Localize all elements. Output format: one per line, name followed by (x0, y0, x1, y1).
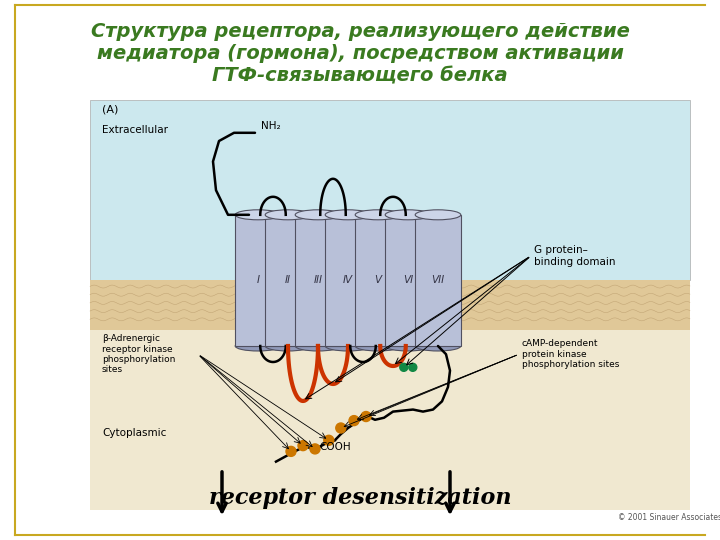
Circle shape (286, 447, 296, 456)
Ellipse shape (325, 210, 371, 220)
Text: III: III (313, 275, 323, 286)
Bar (355, 215, 401, 346)
Bar (295, 215, 341, 346)
Text: COOH: COOH (319, 442, 351, 453)
Text: VII: VII (431, 275, 444, 286)
Circle shape (349, 416, 359, 426)
Text: ГТФ-связывающего белка: ГТФ-связывающего белка (212, 66, 508, 85)
Text: I: I (256, 275, 259, 286)
Ellipse shape (415, 341, 461, 351)
Ellipse shape (295, 341, 341, 351)
Text: VI: VI (403, 275, 413, 286)
Text: Cytoplasmic: Cytoplasmic (102, 428, 166, 438)
Circle shape (409, 363, 417, 372)
Ellipse shape (385, 210, 431, 220)
Bar (265, 215, 311, 346)
Circle shape (324, 435, 334, 445)
Bar (235, 215, 281, 346)
Ellipse shape (235, 210, 281, 220)
Ellipse shape (385, 341, 431, 351)
Ellipse shape (295, 210, 341, 220)
Ellipse shape (415, 210, 461, 220)
Ellipse shape (355, 341, 401, 351)
Ellipse shape (235, 341, 281, 351)
Bar (90, 329, 690, 510)
Text: G protein–
binding domain: G protein– binding domain (534, 245, 616, 267)
Ellipse shape (265, 341, 311, 351)
Text: NH₂: NH₂ (261, 121, 281, 131)
Text: медиатора (гормона), посредством активации: медиатора (гормона), посредством активац… (96, 44, 624, 63)
Text: receptor desensitization: receptor desensitization (209, 487, 511, 509)
Text: V: V (374, 275, 382, 286)
Ellipse shape (325, 341, 371, 351)
Bar (90, 100, 690, 280)
Ellipse shape (265, 210, 311, 220)
Text: IV: IV (343, 275, 353, 286)
Bar (385, 215, 431, 346)
Text: (A): (A) (102, 104, 118, 114)
Ellipse shape (355, 210, 401, 220)
Circle shape (310, 444, 320, 454)
Text: Структура рецептора, реализующего действие: Структура рецептора, реализующего действ… (91, 22, 629, 41)
Circle shape (361, 411, 371, 422)
Bar (325, 215, 371, 346)
Text: β-Adrenergic
receptor kinase
phosphorylation
sites: β-Adrenergic receptor kinase phosphoryla… (102, 334, 176, 374)
Bar (415, 215, 461, 346)
Text: Extracellular: Extracellular (102, 125, 168, 134)
Circle shape (298, 441, 308, 450)
Text: cAMP-dependent
protein kinase
phosphorylation sites: cAMP-dependent protein kinase phosphoryl… (522, 339, 619, 369)
Circle shape (336, 423, 346, 433)
Bar (90, 280, 690, 329)
Text: © 2001 Sinauer Associates, Inc.: © 2001 Sinauer Associates, Inc. (618, 513, 720, 522)
Circle shape (400, 363, 408, 372)
Text: II: II (285, 275, 291, 286)
